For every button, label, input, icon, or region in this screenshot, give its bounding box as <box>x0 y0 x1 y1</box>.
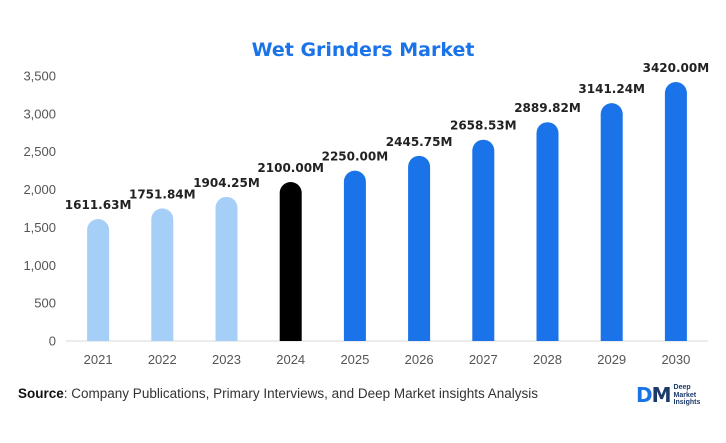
data-labels: 1611.63M1751.84M1904.25M2100.00M2250.00M… <box>65 61 709 212</box>
logo-text: Deep Market Insights <box>673 384 701 406</box>
data-label: 1751.84M <box>129 187 196 201</box>
x-axis: 2021 2022 2023 2024 2025 2026 2027 2028 2029 2030 <box>84 352 691 367</box>
x-tick-label: 2024 <box>276 352 305 367</box>
data-label: 2889.82M <box>514 101 581 115</box>
y-tick-label: 2,500 <box>23 144 56 159</box>
company-logo: DM Deep Market Insights <box>636 384 714 407</box>
chart-title: Wet Grinders Market <box>252 39 475 61</box>
data-label: 1904.25M <box>193 176 260 190</box>
x-tick-label: 2026 <box>405 352 434 367</box>
y-tick-label: 1,000 <box>23 258 56 273</box>
bar-2030 <box>664 82 687 342</box>
chart: Wet Grinders Market 0 500 1,000 1,500 2,000 2… <box>23 39 709 367</box>
x-tick-label: 2030 <box>661 352 690 367</box>
data-label: 2100.00M <box>257 161 324 175</box>
y-tick-label: 2,000 <box>23 182 56 197</box>
bars <box>87 82 687 342</box>
bar-2029 <box>600 103 623 341</box>
data-label: 2250.00M <box>322 150 389 164</box>
y-tick-label: 0 <box>49 334 56 349</box>
data-label: 3141.24M <box>578 82 645 96</box>
x-tick-label: 2025 <box>340 352 369 367</box>
bar-2028 <box>536 122 559 342</box>
bar-2021 <box>87 218 110 341</box>
y-tick-label: 3,000 <box>23 106 56 121</box>
bar-2022 <box>151 208 174 341</box>
bar-2027 <box>472 139 495 341</box>
data-label: 2658.53M <box>450 119 517 133</box>
y-axis: 0 500 1,000 1,500 2,000 2,500 3,000 3,500 <box>23 69 56 349</box>
x-tick-label: 2027 <box>469 352 498 367</box>
x-tick-label: 2022 <box>148 352 177 367</box>
data-label: 2445.75M <box>386 135 453 149</box>
y-tick-label: 3,500 <box>23 69 56 84</box>
data-label: 1611.63M <box>65 198 132 212</box>
y-tick-label: 500 <box>34 296 56 311</box>
x-tick-label: 2021 <box>84 352 113 367</box>
bar-2024 <box>279 182 302 341</box>
data-label: 3420.00M <box>643 61 710 75</box>
source-label: Source <box>18 386 64 401</box>
x-tick-label: 2029 <box>597 352 626 367</box>
source-note: Source: Company Publications, Primary In… <box>18 386 538 401</box>
logo-mark-icon: DM <box>636 383 672 408</box>
bar-2023 <box>215 196 238 341</box>
source-text: : Company Publications, Primary Intervie… <box>63 386 538 401</box>
bar-2025 <box>343 170 366 341</box>
x-tick-label: 2028 <box>533 352 562 367</box>
x-tick-label: 2023 <box>212 352 241 367</box>
bar-2026 <box>408 155 431 341</box>
y-tick-label: 1,500 <box>23 220 56 235</box>
